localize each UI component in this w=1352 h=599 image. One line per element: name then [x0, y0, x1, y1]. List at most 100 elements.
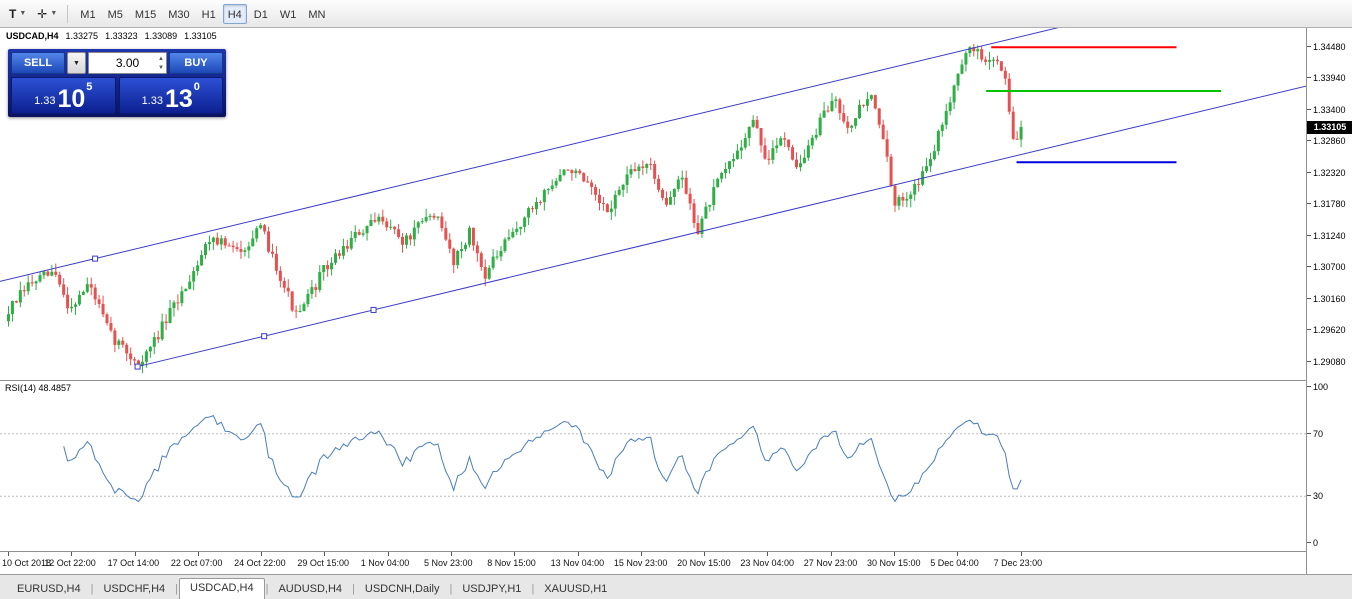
trendline-handle[interactable]: [370, 306, 377, 313]
time-axis-tick: [197, 552, 199, 556]
chart-tab-xauusd-h1[interactable]: XAUUSD,H1: [544, 583, 608, 595]
axis-tick: [1307, 266, 1311, 268]
close-value: 1.33105: [184, 31, 217, 41]
timeframe-button-m1[interactable]: M1: [80, 8, 96, 21]
axis-tick: [1307, 108, 1311, 110]
time-axis-label: 1 Nov 04:00: [360, 558, 410, 568]
time-axis-tick: [577, 552, 579, 556]
volume-value: 3.00: [115, 56, 140, 70]
time-axis-tick: [8, 552, 9, 556]
time-axis-label: 22 Oct 07:00: [170, 558, 223, 568]
time-axis-tick: [830, 552, 832, 556]
time-axis-tick: [134, 552, 136, 556]
price-chart-pane[interactable]: USDCAD,H4 1.33275 1.33323 1.33089 1.33105 SE…: [0, 28, 1306, 381]
price-axis-label: 1.33400: [1313, 104, 1346, 115]
timeframe-button-d1[interactable]: D1: [253, 8, 268, 21]
volume-dropdown-button[interactable]: ▼: [67, 52, 86, 74]
price-axis-label: 1.32320: [1313, 167, 1346, 178]
timeframe-button-m5[interactable]: M5: [107, 8, 123, 21]
timeframe-button-m30[interactable]: M30: [168, 8, 190, 21]
time-axis-tick: [71, 552, 73, 556]
trendline-handle[interactable]: [92, 255, 99, 262]
price-axis-label: 1.31240: [1313, 230, 1346, 241]
line-studies-button[interactable]: ✛ ▼: [32, 3, 62, 25]
rsi-indicator-pane[interactable]: RSI(14) 48.4857: [0, 381, 1306, 552]
volume-input[interactable]: 3.00 ▲ ▼: [88, 52, 167, 74]
time-axis-tick: [514, 552, 516, 556]
sell-button[interactable]: SELL: [11, 52, 65, 74]
chart-tab-usdjpy-h1[interactable]: USDJPY,H1: [462, 583, 522, 595]
axis-tick: [1307, 542, 1311, 543]
bid-price-prefix: 1.33: [34, 95, 56, 107]
ohlc-info: USDCAD,H4 1.33275 1.33323 1.33089 1.33105: [6, 31, 224, 41]
time-axis-label: 30 Nov 15:00: [867, 558, 921, 568]
price-axis-label: 1.30160: [1313, 293, 1346, 304]
buy-button[interactable]: BUY: [169, 52, 223, 74]
timeframe-button-h4[interactable]: H4: [222, 3, 247, 24]
high-value: 1.33323: [105, 31, 138, 41]
spin-up-icon[interactable]: ▲: [158, 55, 164, 62]
price-axis-label: 1.29620: [1313, 325, 1346, 336]
axis-tick: [1307, 140, 1311, 142]
trendlines-layer[interactable]: [0, 28, 1306, 370]
price-axis-label: 1.31780: [1313, 199, 1346, 210]
trendline-handle[interactable]: [261, 333, 268, 340]
chart-tab-eurusd-h4[interactable]: EURUSD,H4: [17, 583, 81, 595]
timeframe-button-w1[interactable]: W1: [279, 8, 297, 21]
bid-price-point: 5: [86, 81, 93, 93]
price-chart-svg[interactable]: [0, 28, 1306, 380]
price-axis-label: 1.34480: [1313, 41, 1346, 52]
time-axis-label: 24 Oct 22:00: [234, 558, 286, 568]
time-axis[interactable]: 10 Oct 2018 12 Oct 22:00 17 Oct 14:00 22 Oc…: [0, 552, 1306, 574]
line-studies-icon: ✛: [37, 6, 48, 21]
time-axis-tick: [1020, 552, 1022, 556]
rsi-axis-label: 30: [1313, 491, 1324, 502]
rsi-chart-svg[interactable]: [0, 381, 1306, 551]
timeframe-button-h1[interactable]: H1: [201, 8, 216, 21]
chart-tab-usdcad-h4[interactable]: USDCAD,H4: [179, 578, 265, 599]
ask-price-pips: 13: [164, 84, 193, 113]
time-axis-label: 12 Oct 22:00: [44, 558, 96, 568]
axis-tick: [1307, 329, 1311, 331]
chart-tab-bar: EURUSD,H4 | USDCHF,H4 | USDCAD,H4 | AUDUSD,H4 |…: [0, 574, 1352, 599]
volume-spinner[interactable]: ▲ ▼: [158, 54, 164, 72]
templates-button[interactable]: T ▼: [4, 3, 31, 25]
one-click-trading-panel: SELL ▼ 3.00 ▲ ▼ BUY 1.33 10 5 1.33: [8, 49, 226, 117]
tab-separator: |: [449, 583, 453, 595]
chart-tab-usdcnh-daily[interactable]: USDCNH,Daily: [364, 583, 440, 595]
chart-tab-usdchf-h4[interactable]: USDCHF,H4: [103, 583, 166, 595]
timeframe-button-m15[interactable]: M15: [134, 8, 157, 21]
time-axis-tick: [451, 552, 452, 556]
price-axis-label: 1.33940: [1313, 73, 1346, 84]
tab-separator: |: [90, 583, 94, 595]
chart-tab-audusd-h4[interactable]: AUDUSD,H4: [278, 583, 343, 595]
ask-quote-button[interactable]: 1.33 13 0: [118, 77, 223, 114]
tab-separator: |: [531, 583, 535, 595]
templates-icon: T: [9, 6, 17, 21]
tab-separator: |: [265, 583, 269, 595]
chart-area: USDCAD,H4 1.33275 1.33323 1.33089 1.33105 SE…: [0, 28, 1352, 574]
price-axis[interactable]: 1.34480 1.33940 1.33400 1.32860 1.32320 1.317…: [1306, 28, 1352, 574]
time-axis-label: 17 Oct 14:00: [107, 558, 160, 568]
spin-down-icon[interactable]: ▼: [158, 64, 164, 71]
time-axis-label: 20 Nov 15:00: [677, 558, 731, 568]
bid-price-pips: 10: [57, 84, 86, 113]
current-price-badge: 1.33105: [1307, 120, 1352, 134]
bid-quote-button[interactable]: 1.33 10 5: [11, 77, 116, 114]
chevron-down-icon: ▼: [50, 10, 58, 17]
rsi-axis-label: 0: [1313, 538, 1319, 548]
channel-trendline[interactable]: [0, 28, 1306, 282]
rsi-axis-label: 70: [1313, 428, 1324, 439]
time-axis-label: 7 Dec 23:00: [993, 558, 1043, 568]
trendline-handle[interactable]: [134, 363, 141, 370]
time-axis-tick: [894, 552, 895, 556]
timeframe-buttons: M1 M5 M15 M30 H1 H4 D1 W1 MN: [74, 3, 331, 24]
channel-trendline[interactable]: [137, 82, 1306, 368]
time-axis-tick: [324, 552, 326, 556]
timeframe-button-mn[interactable]: MN: [308, 8, 326, 21]
axis-tick: [1307, 386, 1311, 387]
time-axis-label: 27 Nov 23:00: [803, 558, 858, 568]
time-axis-label: 5 Nov 23:00: [424, 558, 473, 568]
time-axis-label: 23 Nov 04:00: [740, 558, 794, 568]
axis-tick: [1307, 234, 1311, 236]
